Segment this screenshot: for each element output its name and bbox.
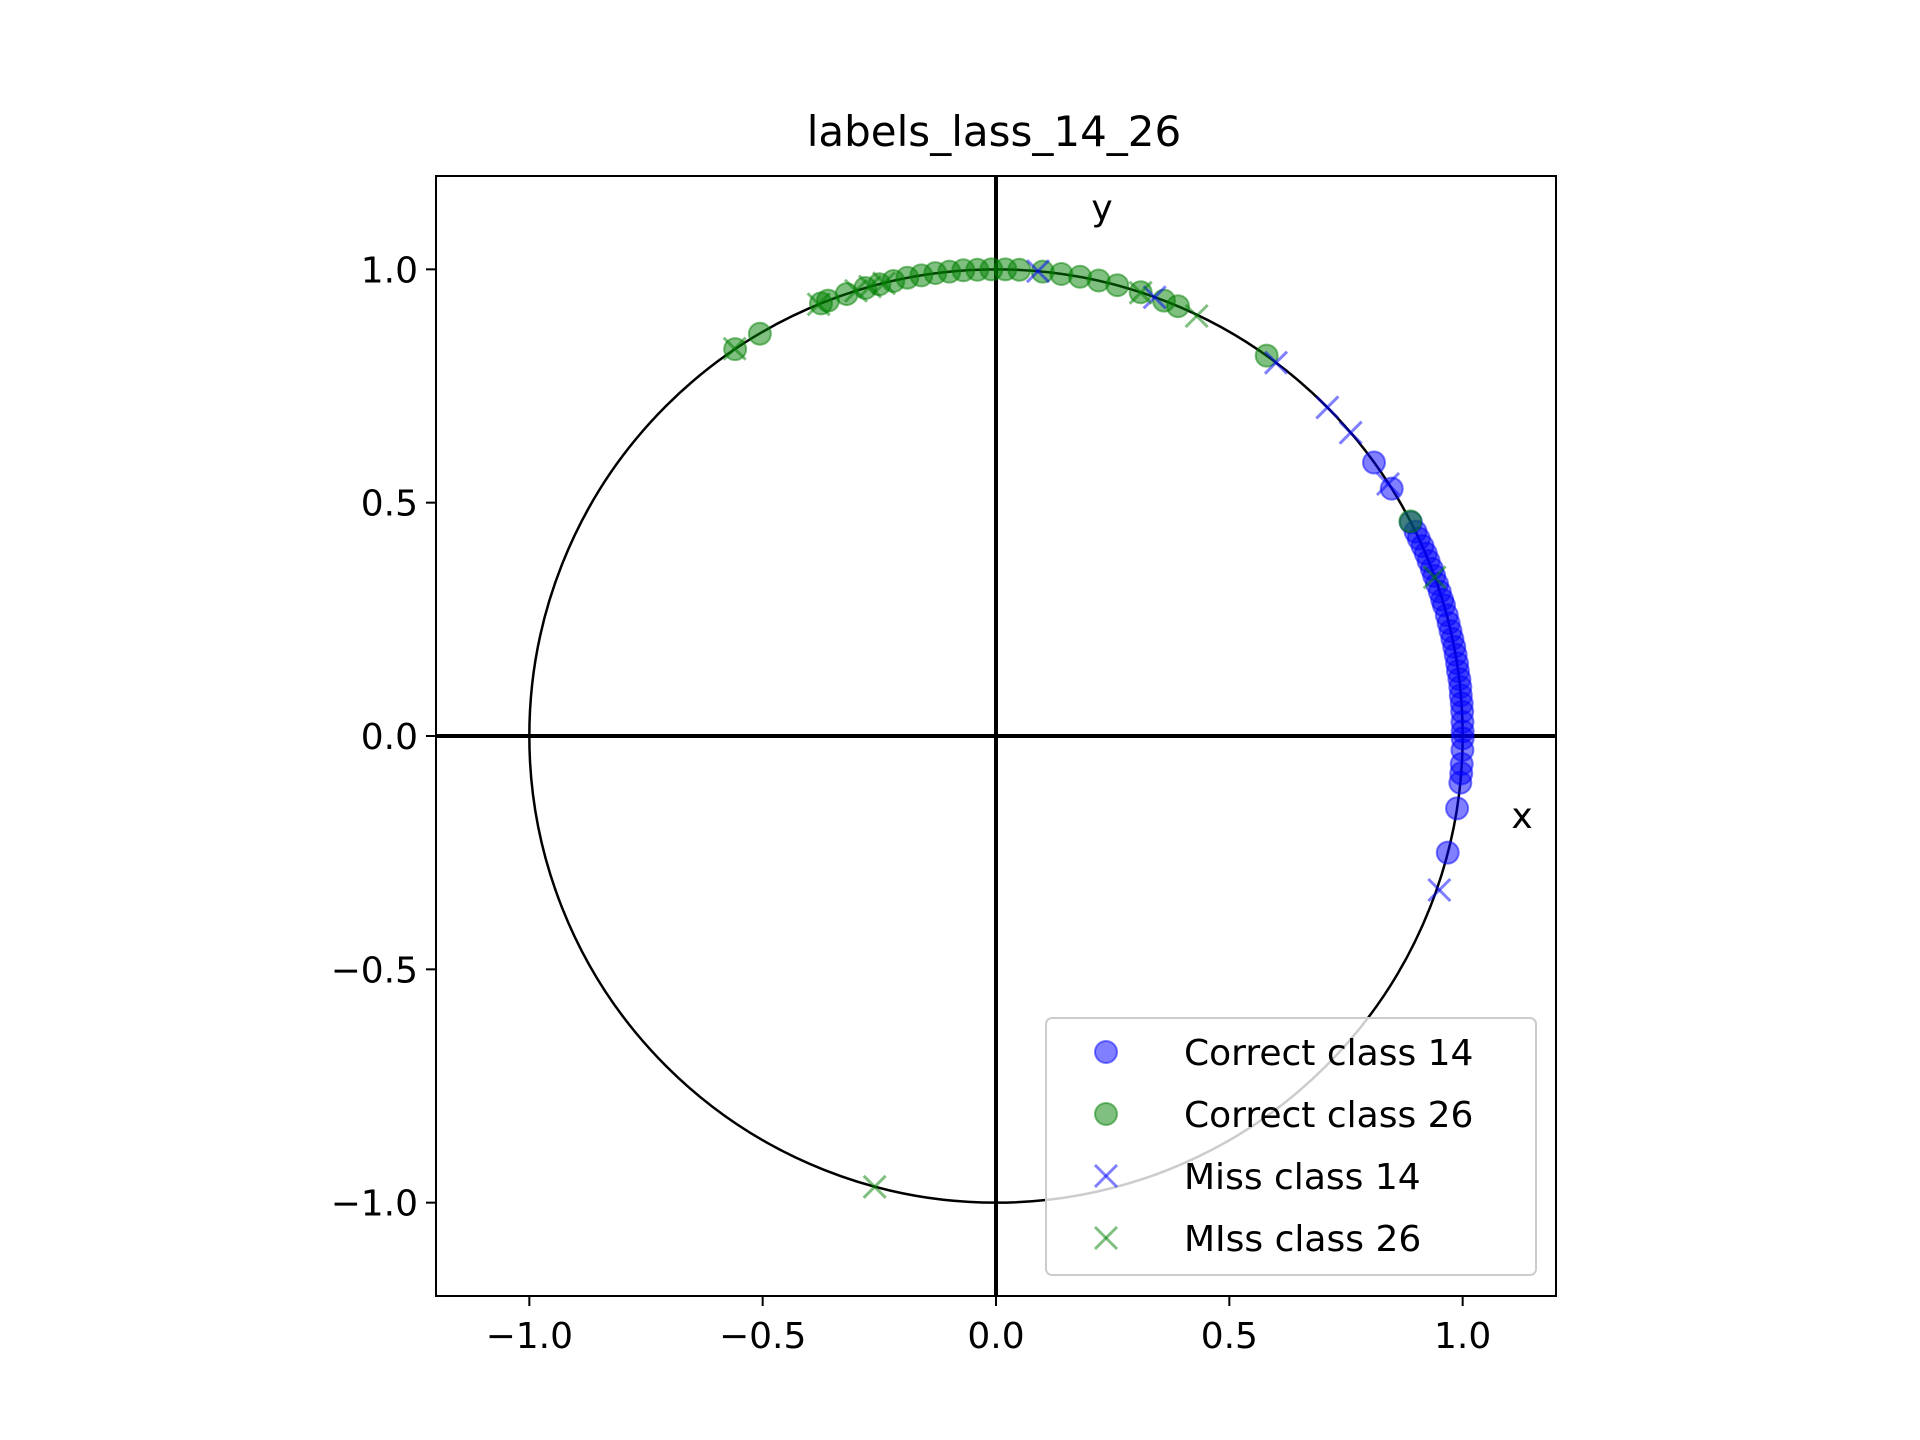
x-tick-label: 0.0 xyxy=(967,1316,1024,1357)
x-tick-label: 1.0 xyxy=(1434,1316,1491,1357)
data-point xyxy=(1362,450,1386,475)
data-point-stroke-b xyxy=(1128,280,1153,305)
y-tick-label: 0.5 xyxy=(361,484,418,525)
data-point xyxy=(1445,796,1470,821)
legend-marker xyxy=(1094,1102,1118,1126)
legend-item: MIss class 26 xyxy=(1093,1219,1421,1260)
data-point-stroke-b xyxy=(1315,395,1340,420)
x-tick-label: −1.0 xyxy=(486,1316,573,1357)
data-point xyxy=(1105,273,1130,298)
x-axis-annotation: x xyxy=(1511,796,1532,837)
x-tick-label: −0.5 xyxy=(719,1316,806,1357)
y-axis: −1.0 −0.5 0.0 0.5 1.0 xyxy=(331,250,436,1225)
y-tick-label: −1.0 xyxy=(331,1184,418,1225)
x-axis: −1.0 −0.5 0.0 0.5 1.0 xyxy=(486,1296,1491,1357)
legend-marker-stroke-b xyxy=(1093,1225,1119,1251)
data-point xyxy=(1375,471,1401,497)
data-point xyxy=(806,292,831,317)
legend-marker xyxy=(1094,1040,1118,1064)
data-point xyxy=(1128,280,1153,305)
data-point-stroke-b xyxy=(806,292,831,317)
legend-label: Correct class 26 xyxy=(1184,1095,1473,1136)
data-point xyxy=(1435,840,1460,865)
series-2 xyxy=(1025,259,1452,903)
data-point-stroke-b xyxy=(1422,565,1447,590)
data-point-stroke-b xyxy=(722,336,747,361)
series-1 xyxy=(723,257,1423,534)
data-point-stroke-b xyxy=(1375,471,1401,497)
data-point-stroke-b xyxy=(1427,877,1452,903)
data-point xyxy=(843,278,869,303)
legend-marker xyxy=(1093,1225,1119,1251)
legend: Correct class 14 Correct class 26 Miss cla… xyxy=(1045,1017,1537,1276)
data-point xyxy=(1263,350,1289,375)
data-point xyxy=(1007,257,1032,282)
legend-marker xyxy=(1093,1163,1119,1189)
data-point-stroke-b xyxy=(1142,285,1167,310)
data-point xyxy=(1254,343,1279,368)
series-3 xyxy=(722,271,1447,1199)
data-point-stroke-b xyxy=(862,1174,887,1199)
data-point-stroke-b xyxy=(857,274,883,299)
data-point xyxy=(1166,294,1190,319)
legend-item: Correct class 14 xyxy=(1094,1033,1473,1074)
legend-label: Correct class 14 xyxy=(1184,1033,1473,1074)
data-point-stroke-b xyxy=(843,278,869,303)
data-point-stroke-b xyxy=(1184,303,1209,329)
y-tick-label: 0.0 xyxy=(361,717,418,758)
data-point-stroke-b xyxy=(871,271,897,296)
legend-item: Miss class 14 xyxy=(1093,1157,1421,1198)
data-point-stroke-b xyxy=(1263,350,1289,375)
data-point xyxy=(1338,420,1363,445)
legend-item: Correct class 26 xyxy=(1094,1095,1473,1136)
data-point xyxy=(722,336,747,361)
legend-marker-stroke-b xyxy=(1093,1163,1119,1189)
data-point xyxy=(1315,395,1340,420)
y-axis-annotation: y xyxy=(1091,188,1112,229)
data-point xyxy=(1398,509,1423,534)
x-tick-label: 0.5 xyxy=(1201,1316,1258,1357)
legend-label: Miss class 14 xyxy=(1184,1157,1421,1198)
chart-title: labels_lass_14_26 xyxy=(807,107,1182,156)
data-point xyxy=(1025,259,1051,284)
data-point xyxy=(747,321,772,346)
data-point xyxy=(1427,877,1452,903)
data-point-stroke-b xyxy=(1338,420,1363,445)
data-point xyxy=(1184,303,1209,329)
legend-frame xyxy=(1045,1017,1537,1276)
data-point xyxy=(1448,770,1473,795)
data-point xyxy=(862,1174,887,1199)
data-point-stroke-b xyxy=(1025,259,1051,284)
data-point xyxy=(871,271,897,296)
legend-label: MIss class 26 xyxy=(1184,1219,1421,1260)
y-tick-label: −0.5 xyxy=(331,950,418,991)
data-point xyxy=(857,274,883,299)
data-point xyxy=(1142,285,1167,310)
data-point xyxy=(1422,565,1447,590)
y-tick-label: 1.0 xyxy=(361,250,418,291)
